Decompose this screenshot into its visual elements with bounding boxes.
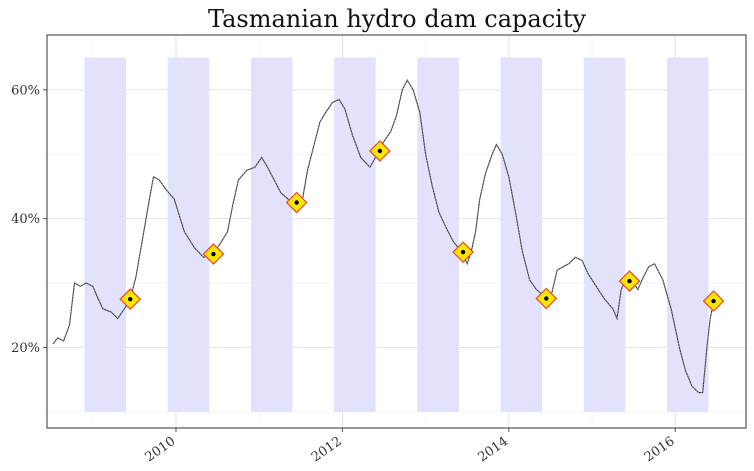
diamond-marker bbox=[369, 140, 391, 162]
shaded-period bbox=[666, 57, 709, 412]
diamond-center-dot bbox=[460, 249, 466, 255]
data-series bbox=[52, 78, 715, 394]
shaded-period bbox=[500, 57, 543, 412]
shaded-period bbox=[84, 57, 127, 412]
shaded-period bbox=[334, 57, 376, 412]
diamond-center-dot bbox=[294, 200, 299, 205]
chart-title: Tasmanian hydro dam capacity bbox=[208, 5, 587, 33]
diamond-marker bbox=[452, 241, 474, 263]
plot-panel-border bbox=[46, 34, 747, 429]
diamond-marker bbox=[535, 287, 558, 310]
diamond-center-dot bbox=[711, 298, 716, 304]
shaded-period bbox=[417, 57, 459, 412]
diamond-center-dot bbox=[377, 148, 383, 154]
shaded-period bbox=[167, 57, 210, 412]
x-tick-label: 2016 bbox=[642, 434, 678, 465]
diamond-center-dot bbox=[627, 278, 632, 284]
shaded-period bbox=[583, 57, 626, 412]
diamond-marker bbox=[119, 288, 142, 310]
diamond-center-dot bbox=[211, 251, 216, 257]
diamond-marker bbox=[285, 191, 308, 214]
shaded-periods bbox=[84, 57, 709, 412]
series-points bbox=[52, 78, 715, 394]
y-tick-label: 20% bbox=[11, 341, 40, 356]
diamond-center-dot bbox=[128, 296, 133, 302]
grid-lines bbox=[47, 35, 746, 428]
diamond-marker bbox=[702, 290, 725, 312]
diamond-center-dot bbox=[544, 296, 549, 301]
shaded-period bbox=[250, 57, 293, 412]
y-tick-label: 60% bbox=[11, 83, 40, 98]
x-tick-label: 2014 bbox=[475, 434, 511, 465]
x-tick-label: 2010 bbox=[143, 434, 179, 465]
diamond-marker bbox=[618, 270, 641, 292]
y-tick-label: 40% bbox=[11, 212, 40, 227]
x-tick-label: 2012 bbox=[309, 434, 345, 465]
highlight-markers bbox=[119, 140, 725, 312]
diamond-marker bbox=[202, 243, 225, 265]
